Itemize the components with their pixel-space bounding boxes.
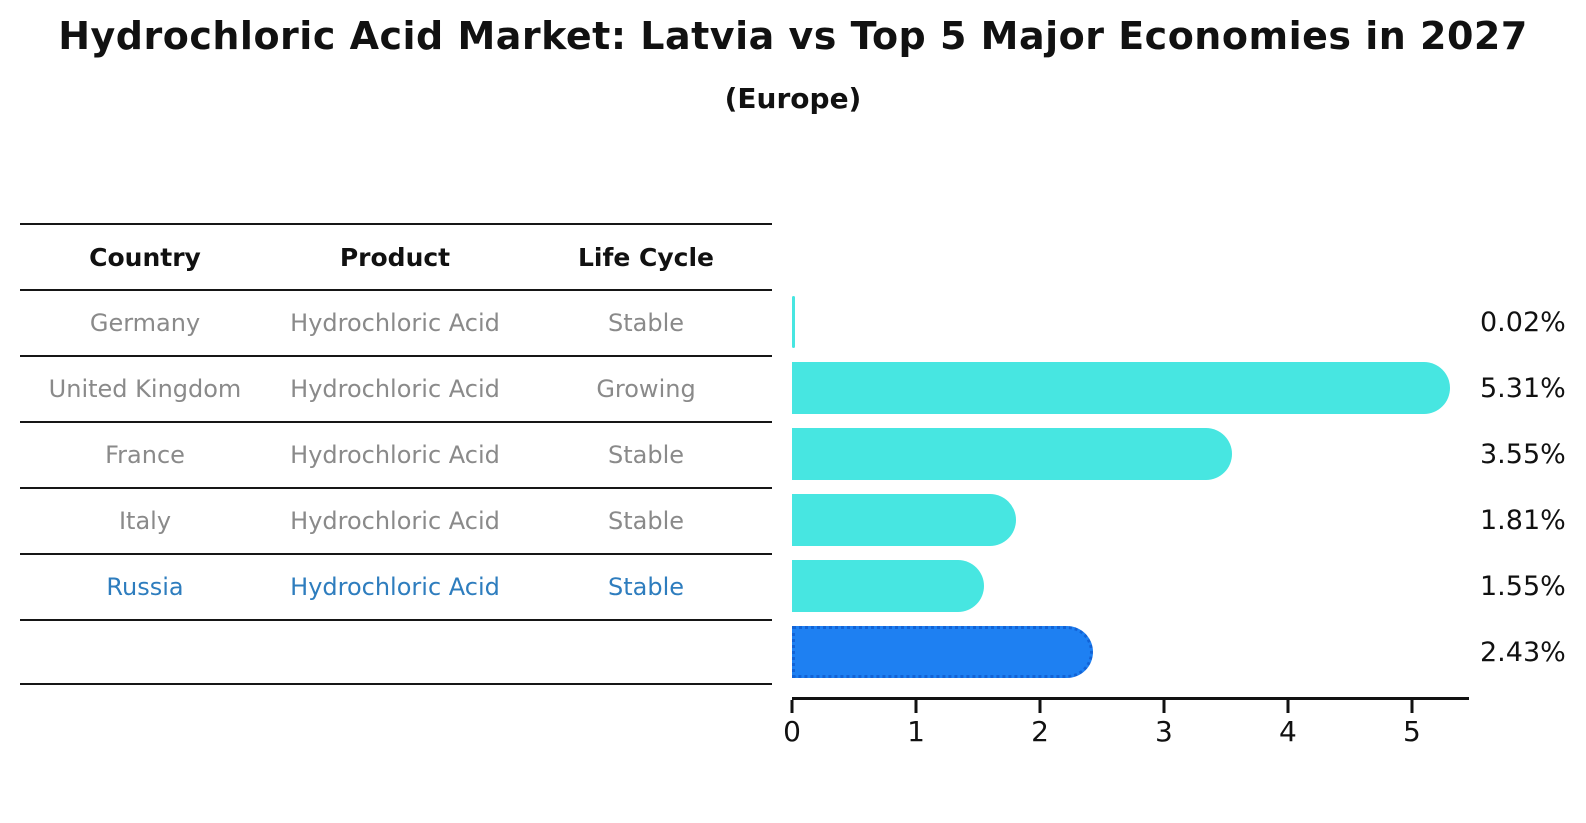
- table-row-italy: Italy Hydrochloric Acid Stable: [20, 487, 772, 553]
- x-axis-tick-label: 5: [1403, 715, 1421, 748]
- column-header-product: Product: [339, 242, 451, 272]
- bar-germany: [792, 296, 795, 348]
- product-cell: Hydrochloric Acid: [290, 309, 500, 337]
- x-axis-tick-label: 4: [1279, 715, 1297, 748]
- life-cycle-cell: Stable: [607, 441, 685, 469]
- life-cycle-cell: Growing: [596, 375, 696, 403]
- bar-row-germany: 0.02%: [792, 289, 1586, 355]
- value-label: 1.55%: [1480, 570, 1566, 602]
- page-subtitle: (Europe): [724, 82, 862, 115]
- country-cell: France: [105, 441, 185, 469]
- life-cycle-cell: Stable: [607, 309, 685, 337]
- life-cycle-cell: Stable: [607, 573, 685, 601]
- country-cell: Italy: [118, 507, 172, 535]
- table-row-united-kingdom: United Kingdom Hydrochloric Acid Growing: [20, 355, 772, 421]
- table-row-russia: Russia Hydrochloric Acid Stable: [20, 553, 772, 619]
- bar-latvia-highlighted: [792, 626, 1094, 678]
- page-title: Hydrochloric Acid Market: Latvia vs Top …: [58, 14, 1528, 58]
- product-cell: Hydrochloric Acid: [290, 507, 500, 535]
- country-cell: United Kingdom: [48, 375, 242, 403]
- x-axis-tick: [914, 700, 918, 713]
- bar-row-latvia: 2.43%: [792, 619, 1586, 685]
- x-axis-tick-label: 3: [1155, 715, 1173, 748]
- table-row-france: France Hydrochloric Acid Stable: [20, 421, 772, 487]
- bar-row-united-kingdom: 5.31%: [792, 355, 1586, 421]
- x-axis-tick: [1162, 700, 1166, 713]
- x-axis-tick-label: 1: [907, 715, 925, 748]
- x-axis-tick-label: 0: [783, 715, 801, 748]
- product-cell: Hydrochloric Acid: [290, 573, 500, 601]
- product-cell: Hydrochloric Acid: [290, 375, 500, 403]
- bar-row-france: 3.55%: [792, 421, 1586, 487]
- value-label: 0.02%: [1480, 306, 1566, 338]
- country-table: Country Product Life Cycle Germany Hydro…: [20, 223, 772, 685]
- bar-united-kingdom: [792, 362, 1451, 414]
- country-cell: Russia: [106, 573, 184, 601]
- value-label: 1.81%: [1480, 504, 1566, 536]
- value-label: 5.31%: [1480, 372, 1566, 404]
- value-label: 2.43%: [1480, 636, 1566, 668]
- bar-russia: [792, 560, 985, 612]
- bar-france: [792, 428, 1233, 480]
- value-label: 3.55%: [1480, 438, 1566, 470]
- bar-row-russia: 1.55%: [792, 553, 1586, 619]
- bar-italy: [792, 494, 1017, 546]
- x-axis-tick: [1038, 700, 1042, 713]
- table-row-latvia: [20, 619, 772, 685]
- table-header-row: Country Product Life Cycle: [20, 223, 772, 289]
- life-cycle-cell: Stable: [607, 507, 685, 535]
- product-cell: Hydrochloric Acid: [290, 441, 500, 469]
- table-row-germany: Germany Hydrochloric Acid Stable: [20, 289, 772, 355]
- column-header-country: Country: [89, 242, 201, 272]
- x-axis-tick: [790, 700, 794, 713]
- x-axis-line: 0 1 2 3 4 5: [783, 697, 1469, 748]
- x-axis-tick: [1286, 700, 1290, 713]
- column-header-life-cycle: Life Cycle: [577, 242, 715, 272]
- x-axis-tick-label: 2: [1031, 715, 1049, 748]
- country-cell: Germany: [89, 309, 201, 337]
- x-axis-tick: [1410, 700, 1414, 713]
- bar-row-italy: 1.81%: [792, 487, 1586, 553]
